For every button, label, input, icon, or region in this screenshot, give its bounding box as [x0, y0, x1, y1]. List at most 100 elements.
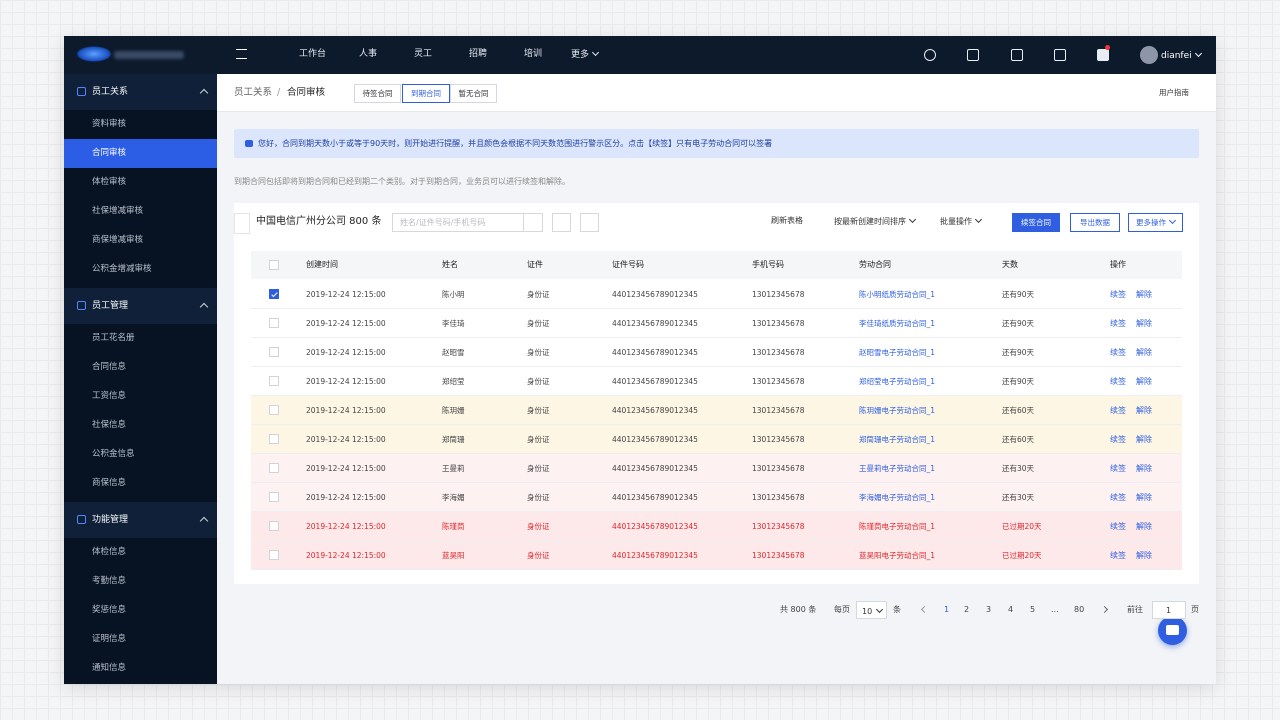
checkbox[interactable]: [269, 376, 279, 386]
sidebar-item[interactable]: 工资信息: [64, 382, 217, 411]
checkbox[interactable]: [269, 492, 279, 502]
action-link[interactable]: 续签: [1110, 377, 1126, 386]
checkbox[interactable]: [269, 318, 279, 328]
prev-page[interactable]: [920, 605, 929, 614]
nav-item[interactable]: 人事: [359, 49, 378, 59]
action-link[interactable]: 续签: [1110, 319, 1126, 328]
sidebar-group[interactable]: 员工管理: [64, 288, 217, 324]
nav-item[interactable]: 更多: [571, 48, 600, 60]
group-title[interactable]: 功能管理: [92, 515, 129, 525]
action-link[interactable]: 续签: [1110, 435, 1126, 444]
sidebar-item[interactable]: 员工花名册: [64, 324, 217, 353]
page-number[interactable]: 1: [944, 605, 950, 614]
next-page[interactable]: [1100, 605, 1109, 614]
sidebar-item[interactable]: 公积金增减审核: [64, 255, 217, 284]
page-number[interactable]: 4: [1008, 605, 1014, 614]
sidebar-item[interactable]: 资料审核: [64, 110, 217, 139]
sidebar-item[interactable]: 考勤信息: [64, 567, 217, 596]
action-link[interactable]: 续签: [1110, 522, 1126, 531]
sidebar-item[interactable]: 社保信息: [64, 411, 217, 440]
checkbox[interactable]: [269, 260, 279, 270]
search-button[interactable]: [523, 213, 543, 232]
item-label[interactable]: 奖惩信息: [92, 605, 127, 615]
export-button[interactable]: 导出数据: [1070, 213, 1120, 232]
action-link[interactable]: 解除: [1136, 290, 1152, 299]
sidebar-item[interactable]: 奖惩信息: [64, 596, 217, 625]
contract-link[interactable]: 李海媚电子劳动合同_1: [859, 493, 936, 502]
contract-link[interactable]: 陈瑾茼电子劳动合同_1: [859, 522, 936, 531]
sidebar-item[interactable]: 社保增减审核: [64, 197, 217, 226]
action-link[interactable]: 解除: [1136, 377, 1152, 386]
checkbox[interactable]: [269, 521, 279, 531]
contract-link[interactable]: 郑绍莹电子劳动合同_1: [859, 377, 936, 386]
batch-dropdown[interactable]: 批量操作: [940, 215, 983, 226]
action-link[interactable]: 解除: [1136, 435, 1152, 444]
nav-item[interactable]: 灵工: [414, 49, 433, 59]
user-name[interactable]: dianfei: [1161, 49, 1202, 61]
item-label[interactable]: 社保信息: [92, 420, 127, 430]
checkbox[interactable]: [269, 347, 279, 357]
user-avatar[interactable]: [1140, 46, 1158, 64]
page-number[interactable]: 2: [964, 605, 970, 614]
item-label[interactable]: 商保信息: [92, 478, 127, 488]
goto-input[interactable]: 1: [1152, 601, 1186, 619]
item-label[interactable]: 通知信息: [92, 663, 127, 673]
action-link[interactable]: 解除: [1136, 464, 1152, 473]
page-number[interactable]: 3: [986, 605, 992, 614]
tab[interactable]: 暂无合同: [450, 84, 497, 103]
item-label[interactable]: 合同审核: [92, 148, 127, 158]
sidebar-item[interactable]: 商保信息: [64, 469, 217, 498]
menu-toggle[interactable]: [236, 49, 247, 59]
item-label[interactable]: 资料审核: [92, 119, 127, 129]
contract-link[interactable]: 陈玥姗电子劳动合同_1: [859, 406, 936, 415]
checkbox[interactable]: [269, 289, 279, 299]
checkbox[interactable]: [269, 550, 279, 560]
per-page-select[interactable]: 10: [856, 601, 887, 619]
action-link[interactable]: 续签: [1110, 406, 1126, 415]
action-link[interactable]: 续签: [1110, 290, 1126, 299]
action-link[interactable]: 解除: [1136, 406, 1152, 415]
breadcrumb-item[interactable]: 员工关系: [234, 87, 273, 98]
contract-link[interactable]: 郑筒珊电子劳动合同_1: [859, 435, 936, 444]
toolbar-icon[interactable]: [967, 49, 979, 61]
contract-link[interactable]: 赵昭雪电子劳动合同_1: [859, 348, 936, 357]
item-label[interactable]: 考勤信息: [92, 576, 127, 586]
page-number[interactable]: 5: [1030, 605, 1036, 614]
action-link[interactable]: 续签: [1110, 551, 1126, 560]
sidebar-item[interactable]: 商保增减审核: [64, 226, 217, 255]
item-label[interactable]: 证明信息: [92, 634, 127, 644]
sidebar-item[interactable]: 体检审核: [64, 168, 217, 197]
nav-item[interactable]: 工作台: [299, 49, 327, 59]
contract-link[interactable]: 王曼莉电子劳动合同_1: [859, 464, 936, 473]
checkbox[interactable]: [269, 434, 279, 444]
sidebar-item[interactable]: 合同信息: [64, 353, 217, 382]
refresh-button[interactable]: 刷新表格: [771, 216, 803, 225]
action-link[interactable]: 解除: [1136, 522, 1152, 531]
tab[interactable]: 到期合同: [402, 84, 450, 103]
action-link[interactable]: 解除: [1136, 551, 1152, 560]
toolbar-icon[interactable]: [1011, 49, 1023, 61]
item-label[interactable]: 公积金信息: [92, 449, 135, 459]
item-label[interactable]: 体检信息: [92, 547, 127, 557]
toolbar-icon[interactable]: [1097, 49, 1109, 61]
nav-item[interactable]: 招聘: [469, 49, 488, 59]
sidebar-item[interactable]: 证明信息: [64, 625, 217, 654]
group-title[interactable]: 员工管理: [92, 301, 129, 311]
toolbar-icon[interactable]: [1054, 49, 1066, 61]
sidebar-item[interactable]: 公积金信息: [64, 440, 217, 469]
search-input[interactable]: 姓名/证件号码/手机号码: [392, 213, 542, 232]
checkbox[interactable]: [269, 463, 279, 473]
renew-button[interactable]: 续签合同: [1012, 213, 1060, 232]
action-link[interactable]: 解除: [1136, 493, 1152, 502]
item-label[interactable]: 商保增减审核: [92, 235, 144, 245]
sort-dropdown[interactable]: 按最新创建时间排序: [834, 215, 917, 226]
item-label[interactable]: 工资信息: [92, 391, 127, 401]
item-label[interactable]: 社保增减审核: [92, 206, 144, 216]
item-label[interactable]: 体检审核: [92, 177, 127, 187]
more-button[interactable]: 更多操作: [1128, 213, 1183, 232]
action-link[interactable]: 解除: [1136, 319, 1152, 328]
action-link[interactable]: 续签: [1110, 348, 1126, 357]
group-title[interactable]: 员工关系: [92, 87, 129, 97]
contract-link[interactable]: 陈小明纸质劳动合同_1: [859, 290, 936, 299]
item-label[interactable]: 公积金增减审核: [92, 264, 152, 274]
